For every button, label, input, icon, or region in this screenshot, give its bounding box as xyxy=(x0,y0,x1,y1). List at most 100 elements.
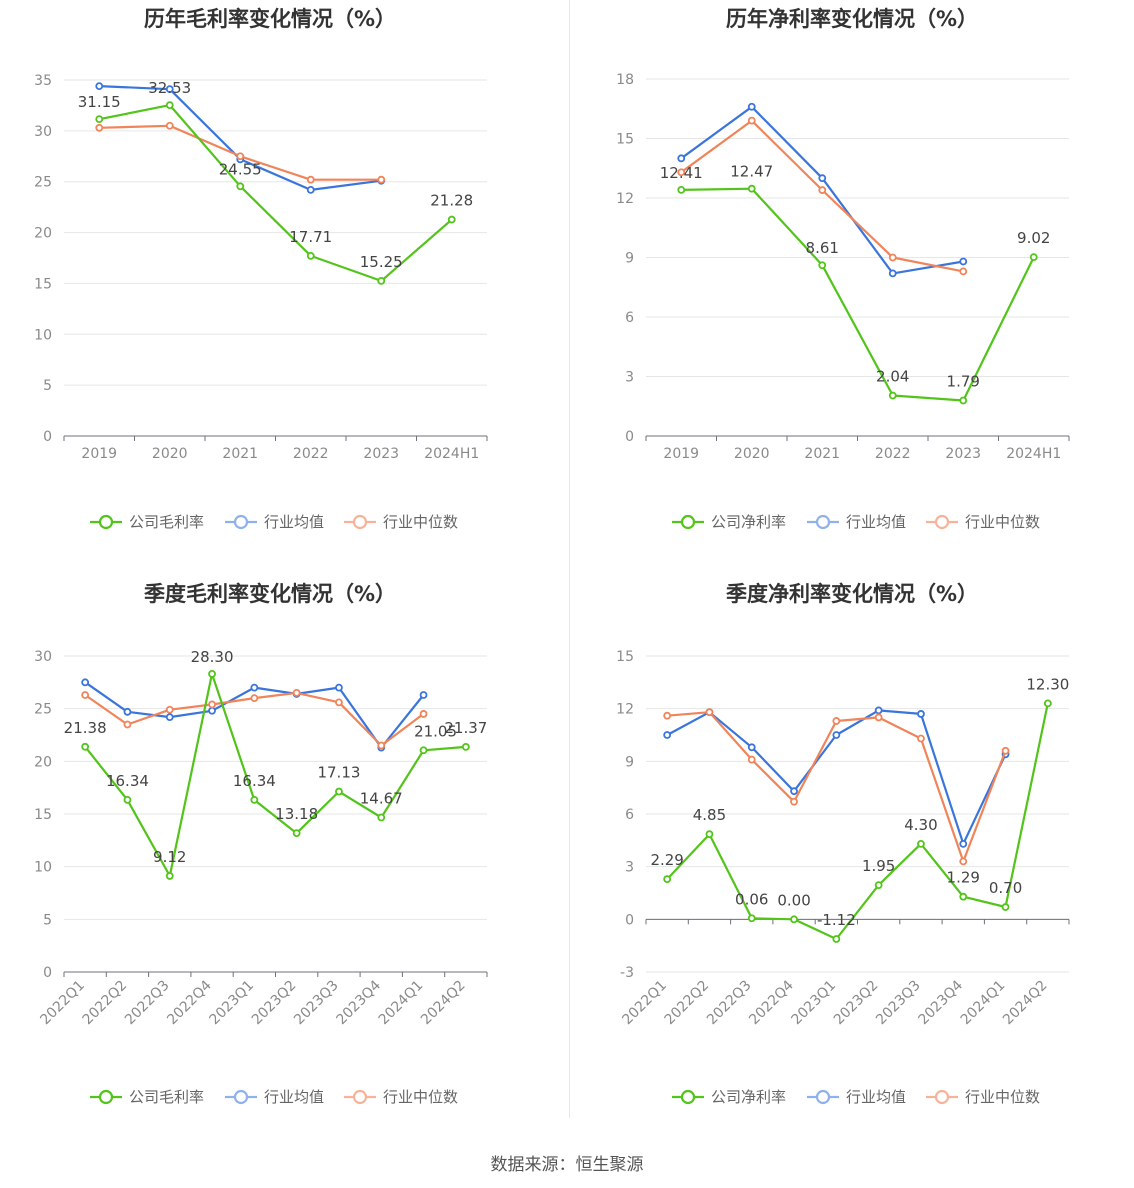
x-tick-label: 2022Q2 xyxy=(662,978,713,1029)
y-tick-label: 20 xyxy=(34,226,52,242)
y-tick-label: 6 xyxy=(625,310,634,326)
legend-label: 行业均值 xyxy=(264,1088,324,1106)
x-tick-label: 2022Q1 xyxy=(37,978,88,1029)
data-label: 21.05 xyxy=(414,722,457,740)
data-label: 8.61 xyxy=(806,239,839,257)
data-point xyxy=(1043,699,1052,708)
data-label: 16.34 xyxy=(106,772,149,790)
data-point xyxy=(832,731,841,739)
x-tick-label: 2019 xyxy=(663,446,699,462)
chart-title: 历年净利率变化情况（%） xyxy=(726,7,978,31)
data-label: 0.06 xyxy=(735,890,768,908)
data-point xyxy=(959,267,968,276)
y-tick-label: 5 xyxy=(43,912,52,928)
legend-label: 行业均值 xyxy=(846,513,906,531)
data-point xyxy=(123,707,132,716)
x-tick-label: 2022Q4 xyxy=(746,977,797,1028)
annual-net-margin-chart: 历年净利率变化情况（%） 0 3 6 9 12 15 18 2019 2020 2021 2022 20… xyxy=(582,0,1134,575)
x-tick-label: 2020 xyxy=(152,446,188,462)
data-point xyxy=(874,713,883,722)
data-point xyxy=(747,914,756,923)
data-point xyxy=(677,185,686,194)
x-tick-label: 2024Q2 xyxy=(1000,978,1051,1029)
data-label: 4.30 xyxy=(904,816,937,834)
legend-marker xyxy=(233,1089,249,1105)
data-point xyxy=(1001,903,1010,911)
x-tick-label: 2020 xyxy=(734,446,770,462)
data-point xyxy=(81,691,90,699)
x-tick-label: 2022 xyxy=(875,446,911,462)
x-tick-label: 2024H1 xyxy=(424,446,479,462)
x-tick-label: 2022Q3 xyxy=(704,978,755,1029)
data-point xyxy=(790,787,798,796)
data-point xyxy=(95,123,104,132)
data-point xyxy=(888,253,897,262)
data-point xyxy=(874,706,883,715)
data-point xyxy=(818,186,827,194)
data-point xyxy=(236,152,245,161)
data-point xyxy=(123,795,132,804)
data-point xyxy=(832,717,841,725)
x-tick-label: 2021 xyxy=(222,446,258,462)
legend-marker xyxy=(352,1089,368,1105)
data-point xyxy=(123,720,132,729)
data-point xyxy=(663,731,672,739)
data-label: 12.41 xyxy=(660,164,703,182)
chart-title: 历年毛利率变化情况（%） xyxy=(144,7,396,31)
data-point xyxy=(790,797,798,806)
data-point xyxy=(959,857,968,866)
data-label: 12.30 xyxy=(1026,675,1069,693)
legend-label: 行业中位数 xyxy=(965,513,1040,531)
legend-label: 公司毛利率 xyxy=(129,513,204,531)
data-point xyxy=(306,175,315,184)
data-point xyxy=(306,185,315,194)
y-tick-label: 5 xyxy=(43,378,52,394)
data-point xyxy=(377,175,386,184)
y-tick-label: 30 xyxy=(34,124,52,140)
y-tick-label: 0 xyxy=(43,965,52,981)
x-tick-label: 2024Q2 xyxy=(418,978,469,1029)
y-tick-label: 35 xyxy=(34,73,52,89)
legend-marker xyxy=(680,1089,696,1105)
legend-label: 行业中位数 xyxy=(383,1088,458,1106)
legend-label: 公司净利率 xyxy=(711,1088,786,1106)
series-line xyxy=(681,187,1035,402)
data-point xyxy=(747,184,756,193)
x-tick-label: 2022 xyxy=(293,446,329,462)
x-tick-label: 2024H1 xyxy=(1006,446,1061,462)
chart-title: 季度毛利率变化情况（%） xyxy=(144,582,396,606)
x-tick-label: 2024Q1 xyxy=(376,978,427,1029)
y-tick-label: 10 xyxy=(34,860,52,876)
quarterly-net-margin-chart: 季度净利率变化情况（%） -3 0 3 6 9 12 15 2022Q1 2022Q2 2022Q3… xyxy=(582,575,1134,1150)
x-tick-label: 2022Q4 xyxy=(164,977,215,1028)
x-tick-label: 2019 xyxy=(81,446,117,462)
data-point xyxy=(917,839,925,848)
data-point xyxy=(677,154,686,163)
y-tick-label: 30 xyxy=(34,649,52,665)
data-label: 17.71 xyxy=(289,228,332,246)
data-label: 1.79 xyxy=(947,372,980,390)
data-label: 4.85 xyxy=(693,806,726,824)
y-tick-label: 3 xyxy=(625,370,634,386)
data-point xyxy=(250,683,259,692)
legend-marker xyxy=(98,514,114,530)
data-point xyxy=(917,710,925,718)
x-tick-label: 2022Q2 xyxy=(80,978,131,1029)
data-label: 0.00 xyxy=(777,891,810,909)
data-point xyxy=(818,261,827,270)
data-point xyxy=(818,174,827,183)
x-tick-label: 2023 xyxy=(363,446,399,462)
data-point xyxy=(292,829,301,838)
data-point xyxy=(165,85,174,94)
data-point xyxy=(705,830,714,839)
y-tick-label: 9 xyxy=(625,251,634,267)
y-tick-label: 15 xyxy=(616,132,634,148)
data-point xyxy=(461,743,470,751)
legend-label: 行业中位数 xyxy=(383,513,458,531)
x-tick-label: 2023Q3 xyxy=(873,978,924,1029)
data-point xyxy=(959,839,968,848)
x-tick-label: 2022Q1 xyxy=(619,978,670,1029)
data-label: 28.30 xyxy=(191,648,234,666)
y-tick-label: 0 xyxy=(625,912,634,928)
data-point xyxy=(377,276,386,285)
